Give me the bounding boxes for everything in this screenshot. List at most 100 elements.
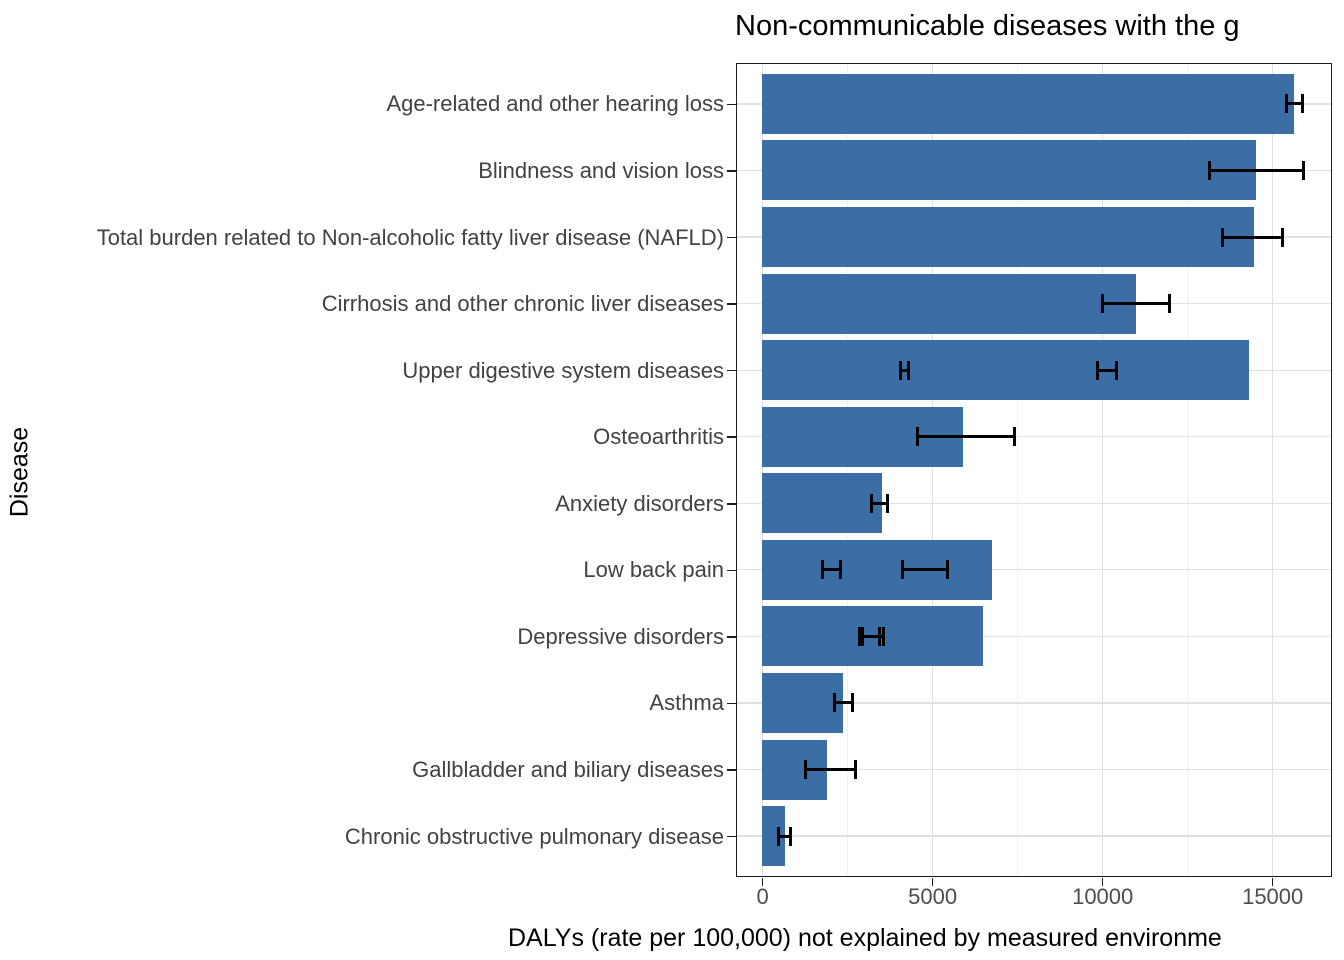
y-tick-label: Upper digestive system diseases [402,357,724,383]
h-gridline [737,569,1331,571]
h-gridline [737,768,1331,771]
error-bar-cap [881,626,885,646]
y-tick-label: Cirrhosis and other chronic liver diseas… [321,291,724,317]
x-tick-label: 10000 [1072,884,1134,909]
error-bar-line [1286,102,1303,106]
x-tick-mark [1271,878,1274,886]
error-bar-cap [1280,227,1284,247]
y-tick-mark [727,569,736,572]
y-tick-label: Age-related and other hearing loss [386,91,724,117]
error-bar-line [1102,302,1170,306]
y-tick-label: Asthma [649,690,724,716]
bar [762,207,1255,268]
v-gridline-major [1101,64,1103,876]
error-bar-cap [1301,160,1305,180]
error-bar-cap [861,626,865,646]
error-bar-cap [915,427,919,447]
v-gridline-major [761,64,763,876]
y-tick-label: Chronic obstructive pulmonary disease [344,823,724,849]
error-bar-line [900,368,909,372]
error-bar-cap [869,493,873,513]
v-gridline-minor [846,64,848,876]
v-gridline-major [931,64,933,876]
error-bar-cap [832,693,836,713]
error-bar-cap [1095,360,1099,380]
error-bar-cap [776,826,780,846]
bar [762,273,1137,334]
v-gridline-major [1271,64,1273,876]
error-bar-cap [853,760,857,779]
y-tick-mark [727,835,736,838]
x-tick-label: 15000 [1242,884,1304,909]
error-bar-line [1097,368,1117,372]
h-gridline [737,702,1331,704]
error-bar-cap [1100,294,1104,314]
y-tick-mark [727,436,736,438]
error-bar-cap [900,560,904,580]
y-tick-mark [727,769,736,771]
y-tick-label: Blindness and vision loss [478,157,724,183]
v-gridline-minor [1186,64,1188,876]
h-gridline [737,502,1331,504]
y-tick-mark [727,170,736,172]
error-bar-cap [945,560,949,580]
y-tick-mark [727,303,736,305]
error-bar-line [902,568,948,572]
error-bar-line [834,701,853,705]
error-bar-cap [898,360,902,380]
chart-title: Non-communicable diseases with the g [735,10,1240,42]
x-tick-mark [761,878,764,886]
error-bar-cap [788,826,792,846]
error-bar-line [862,634,884,638]
y-tick-label: Low back pain [583,557,724,583]
error-bar-cap [803,760,807,779]
error-bar-cap [1012,427,1016,447]
x-tick-mark [1101,878,1104,886]
y-tick-mark [727,369,736,372]
x-tick-mark [931,878,934,886]
h-gridline [737,635,1331,638]
y-tick-mark [727,103,736,106]
y-tick-mark [727,636,736,638]
x-tick-label: 5000 [908,884,958,909]
y-tick-mark [727,236,736,239]
error-bar-line [871,501,888,505]
x-tick-label: 0 [756,884,769,909]
error-bar-cap [1284,94,1288,114]
y-tick-mark [727,702,736,705]
y-tick-mark [727,502,736,505]
error-bar-cap [857,626,861,646]
error-bar-cap [1114,360,1118,380]
error-bar-cap [906,360,910,380]
error-bar-cap [838,560,842,580]
bar [762,806,786,867]
error-bar-cap [1207,160,1211,180]
error-bar-cap [1167,294,1171,314]
y-tick-label: Gallbladder and biliary diseases [412,757,724,782]
v-gridline-minor [1016,64,1018,876]
bar [762,73,1295,134]
error-bar-cap [885,493,889,513]
plot-panel [736,63,1332,877]
h-gridline [737,835,1331,837]
y-tick-label: Depressive disorders [517,623,724,649]
y-tick-label: Total burden related to Non-alcoholic fa… [96,224,724,250]
error-bar-line [822,568,841,572]
bar [762,539,992,600]
bar [762,672,844,733]
bar [762,340,1250,401]
error-bar-cap [1301,94,1305,114]
error-bar-cap [1220,227,1224,247]
x-axis-title: DALYs (rate per 100,000) not explained b… [508,924,1222,952]
bar [762,140,1257,201]
error-bar-line [805,768,856,771]
y-tick-label: Osteoarthritis [593,424,724,450]
error-bar-cap [850,693,854,713]
error-bar-line [1209,168,1304,172]
error-bar-cap [820,560,824,580]
error-bar-line [778,834,791,838]
error-bar-line [1222,235,1283,239]
error-bar-line [917,435,1015,439]
y-tick-label: Anxiety disorders [555,490,724,516]
